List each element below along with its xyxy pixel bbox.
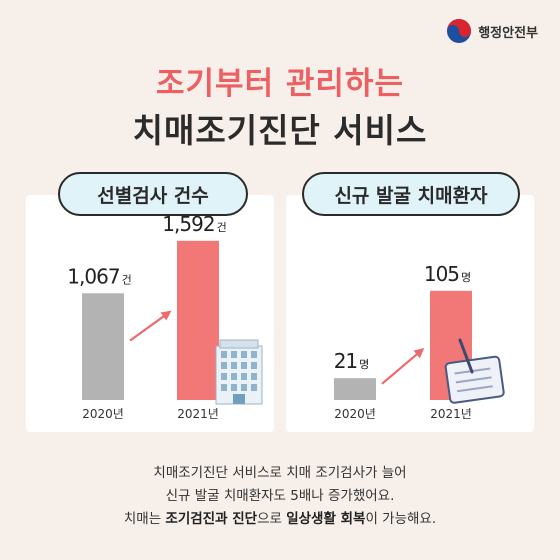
caption-text: 치매는 [123, 511, 166, 527]
building-window [231, 351, 237, 358]
building-window [241, 351, 247, 358]
chart-title-screening: 선별검사 건수 [58, 172, 248, 216]
bar-2020년 [334, 378, 376, 400]
caption-text: 이 가능해요. [365, 511, 437, 527]
building-window [221, 362, 227, 369]
building-window [231, 362, 237, 369]
growth-arrow [381, 348, 425, 385]
building-window [221, 351, 227, 358]
pen-icon [458, 338, 474, 374]
building-window [241, 362, 247, 369]
building-window [251, 351, 257, 358]
headline-line2: 치매조기진단 서비스 [132, 111, 428, 150]
data-label: 1,067 건 [67, 264, 130, 288]
data-label: 105 명 [424, 262, 470, 286]
bar-2020년 [82, 293, 124, 400]
building-window [251, 373, 257, 380]
ministry-logo: 행정안전부 [446, 18, 538, 44]
chart-title-patients: 신규 발굴 치매환자 [302, 172, 520, 216]
caption-emphasis: 조기검진과 진단 [165, 511, 258, 527]
bar-2021년 [177, 240, 219, 400]
building-window [241, 384, 247, 391]
caption: 치매조기진단 서비스로 치매 조기검사가 늘어 신규 발굴 치매환자도 5배나 … [0, 462, 560, 531]
tablet-pen-icon [444, 355, 505, 404]
building-window [221, 373, 227, 380]
tablet-line [455, 376, 492, 384]
building-window [251, 384, 257, 391]
caption-line2: 신규 발굴 치매환자도 5배나 증가했어요. [165, 488, 395, 504]
caption-line3: 치매는 조기검진과 진단으로 일상생활 회복이 가능해요. [0, 508, 560, 531]
tick-label: 2020년 [82, 407, 124, 421]
building-window [241, 373, 247, 380]
tick-label: 2020년 [334, 407, 376, 421]
building-roof [219, 339, 259, 349]
ministry-name: 행정안전부 [478, 25, 538, 41]
data-label: 21 명 [334, 349, 369, 373]
caption-emphasis: 일상생활 회복 [286, 511, 366, 527]
tablet-line [457, 385, 493, 393]
tick-label: 2021년 [177, 407, 219, 421]
taegeuk-icon [447, 19, 472, 43]
building-window [231, 384, 237, 391]
building-window [221, 384, 227, 391]
headline-line1: 조기부터 관리하는 [156, 66, 404, 102]
tick-label: 2021년 [430, 407, 472, 421]
building-window [231, 373, 237, 380]
caption-line1: 치매조기진단 서비스로 치매 조기검사가 늘어 [153, 465, 407, 481]
building-window [251, 362, 257, 369]
growth-arrow [129, 310, 172, 342]
building-door [233, 394, 245, 404]
data-label: 1,592 건 [162, 212, 225, 236]
caption-text: 으로 [257, 511, 287, 527]
